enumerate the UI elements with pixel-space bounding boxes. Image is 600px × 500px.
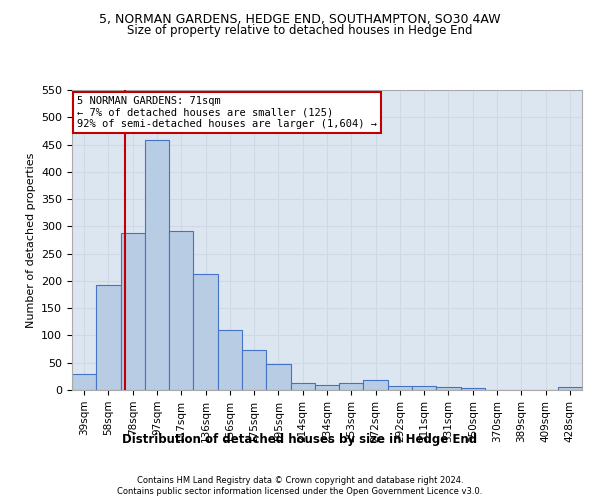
Bar <box>339 384 364 390</box>
Bar <box>242 350 266 390</box>
Bar <box>193 274 218 390</box>
Text: Size of property relative to detached houses in Hedge End: Size of property relative to detached ho… <box>127 24 473 37</box>
Bar <box>412 386 436 390</box>
Bar <box>145 140 169 390</box>
Bar <box>218 330 242 390</box>
Bar <box>461 388 485 390</box>
Bar <box>169 230 193 390</box>
Bar <box>558 388 582 390</box>
Y-axis label: Number of detached properties: Number of detached properties <box>26 152 35 328</box>
Bar <box>290 384 315 390</box>
Text: Distribution of detached houses by size in Hedge End: Distribution of detached houses by size … <box>122 432 478 446</box>
Text: 5, NORMAN GARDENS, HEDGE END, SOUTHAMPTON, SO30 4AW: 5, NORMAN GARDENS, HEDGE END, SOUTHAMPTO… <box>99 12 501 26</box>
Bar <box>436 388 461 390</box>
Text: 5 NORMAN GARDENS: 71sqm
← 7% of detached houses are smaller (125)
92% of semi-de: 5 NORMAN GARDENS: 71sqm ← 7% of detached… <box>77 96 377 129</box>
Bar <box>96 286 121 390</box>
Bar <box>121 234 145 390</box>
Bar <box>388 386 412 390</box>
Text: Contains public sector information licensed under the Open Government Licence v3: Contains public sector information licen… <box>118 488 482 496</box>
Text: Contains HM Land Registry data © Crown copyright and database right 2024.: Contains HM Land Registry data © Crown c… <box>137 476 463 485</box>
Bar <box>72 374 96 390</box>
Bar <box>315 384 339 390</box>
Bar <box>364 380 388 390</box>
Bar <box>266 364 290 390</box>
